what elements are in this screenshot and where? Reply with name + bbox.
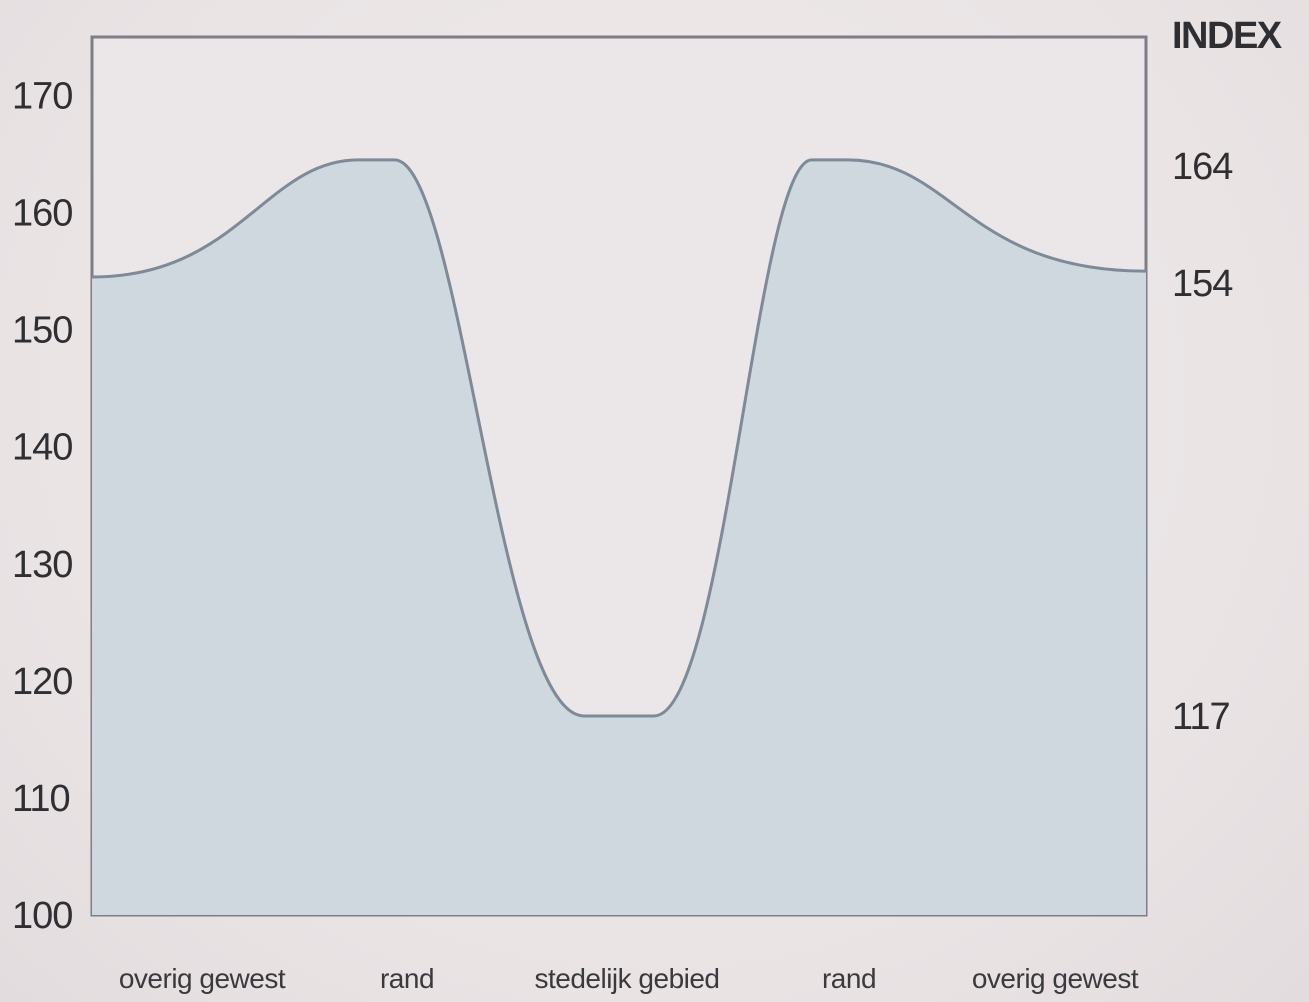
y-tick-label: 100 <box>12 895 72 937</box>
y-tick-label: 140 <box>12 427 72 469</box>
right-value-label: 164 <box>1172 146 1233 188</box>
y-tick-label: 120 <box>12 661 72 703</box>
x-category-label: overig gewest <box>972 963 1139 994</box>
y-tick-label: 130 <box>12 544 72 586</box>
x-category-label: stedelijk gebied <box>534 963 719 994</box>
x-category-label: rand <box>380 963 434 994</box>
right-value-label: 117 <box>1172 696 1230 738</box>
x-axis-categories: overig gewest rand stedelijk gebied rand ove… <box>119 963 1139 994</box>
area-fill <box>92 159 1146 916</box>
y-tick-label: 160 <box>12 193 72 235</box>
right-axis-title: INDEX <box>1172 15 1283 57</box>
x-category-label: overig gewest <box>119 963 286 994</box>
right-axis-annotations: 164 154 117 <box>1172 146 1234 738</box>
y-tick-label: 170 <box>12 76 72 118</box>
y-tick-label: 110 <box>12 778 70 820</box>
y-tick-label: 150 <box>12 310 72 352</box>
series-line <box>91 158 1147 718</box>
right-value-label: 154 <box>1172 263 1233 305</box>
x-category-label: rand <box>822 963 876 994</box>
y-axis-ticks: 100 110 120 130 140 150 160 170 <box>12 76 73 937</box>
